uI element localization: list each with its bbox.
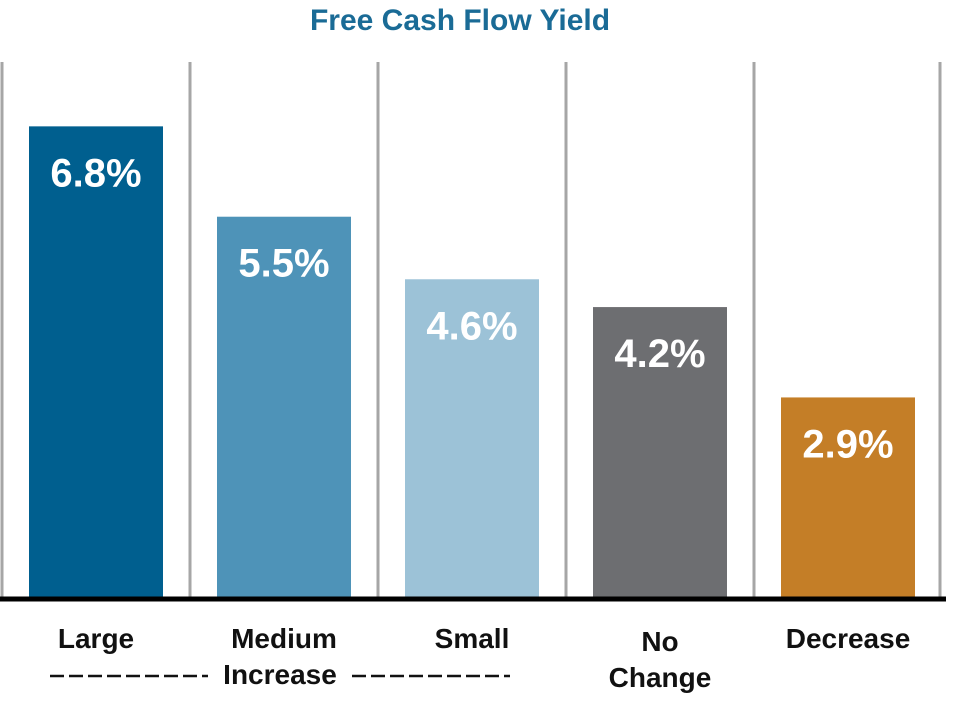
bar-group — [29, 126, 915, 599]
group-bracket: Increase — [50, 659, 510, 690]
column-dividers — [0, 62, 942, 599]
category-label: No Change — [609, 626, 712, 693]
bar-small — [405, 279, 539, 599]
category-label: Large — [58, 623, 134, 654]
bar-no-change — [593, 307, 727, 599]
chart-title: Free Cash Flow Yield — [310, 4, 610, 37]
value-label: 4.6% — [426, 304, 517, 348]
category-label: Medium — [231, 623, 337, 654]
group-label: Increase — [223, 659, 337, 690]
value-label: 2.9% — [802, 422, 893, 466]
bar-large — [29, 126, 163, 599]
category-label: Decrease — [786, 623, 911, 654]
category-labels: Large Medium Small No Change Decrease — [58, 623, 910, 693]
category-label: Small — [435, 623, 510, 654]
bar-decrease — [781, 397, 915, 599]
value-label: 4.2% — [614, 332, 705, 376]
value-label: 5.5% — [238, 242, 329, 286]
value-labels: 6.8% 5.5% 4.6% 4.2% 2.9% — [50, 151, 893, 466]
value-label: 6.8% — [50, 151, 141, 195]
bar-medium — [217, 216, 351, 599]
